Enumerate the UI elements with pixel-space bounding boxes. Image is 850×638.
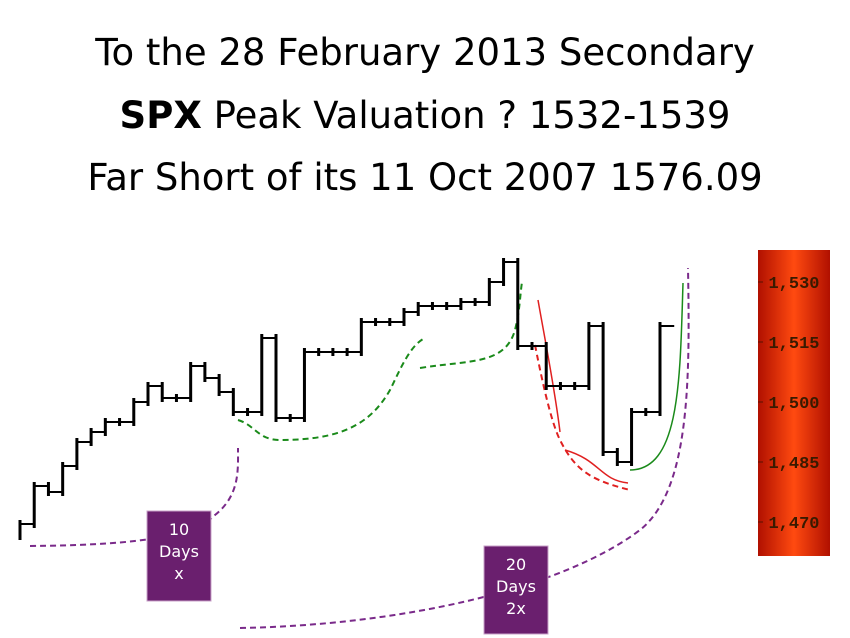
title-emphasis: SPX bbox=[120, 94, 202, 137]
y-tick-label: 1,470 bbox=[768, 515, 819, 534]
y-tick-label: 1,500 bbox=[768, 395, 819, 414]
y-tick-label: 1,515 bbox=[768, 335, 819, 354]
annotation-text: 10 bbox=[169, 520, 189, 539]
title-text: Peak Valuation ? 1532-1539 bbox=[214, 94, 731, 137]
annotation-text: 2x bbox=[506, 599, 526, 618]
title-line: To the 28 February 2013 Secondary bbox=[94, 31, 755, 74]
annotation-box bbox=[146, 510, 212, 602]
annotation-text: Days bbox=[496, 577, 536, 596]
arrow bbox=[419, 281, 523, 369]
y-tick-label: 1,530 bbox=[768, 275, 819, 294]
title-line: SPX Peak Valuation ? 1532-1539 bbox=[120, 94, 731, 137]
arrows bbox=[29, 267, 690, 629]
title-line: Far Short of its 11 Oct 2007 1576.09 bbox=[87, 156, 762, 199]
solid-arrows bbox=[537, 282, 684, 484]
annotation-text: 20 bbox=[506, 555, 526, 574]
y-tick-label: 1,485 bbox=[768, 455, 819, 474]
annotation-text: x bbox=[174, 564, 183, 583]
annotation-text: Days bbox=[159, 542, 199, 561]
arrow bbox=[239, 267, 690, 629]
annotation-box bbox=[483, 545, 549, 635]
arrow bbox=[29, 447, 240, 547]
scale-panel bbox=[758, 250, 830, 556]
arrow bbox=[237, 337, 426, 442]
